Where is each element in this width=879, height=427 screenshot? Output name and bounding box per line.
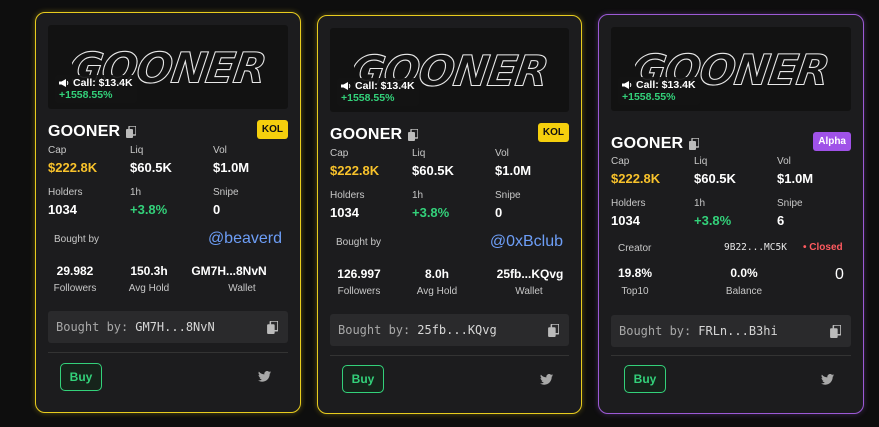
followers-value: 126.997 (337, 267, 381, 281)
buy-button[interactable]: Buy (60, 363, 102, 391)
megaphone-icon (341, 82, 351, 90)
token-name: GOONER (611, 135, 684, 152)
wallet-label: Wallet (228, 283, 256, 294)
wallet-label: Wallet (515, 286, 543, 297)
bought-by-address-bar: Bought by: GM7H...8NvN (48, 311, 288, 343)
call-label: Call: $13.4K (73, 77, 133, 89)
stat-vol: Vol $1.0M (777, 156, 814, 186)
top10-value: 19.8% (617, 266, 653, 280)
megaphone-icon (622, 81, 632, 89)
call-percent: +1558.55% (622, 91, 676, 103)
avg-hold-value: 150.3h (130, 264, 168, 278)
token-banner: Call: $13.4K +1558.55% (48, 25, 288, 109)
address-value: 25fb...KQvg (417, 323, 497, 337)
copy-icon[interactable] (689, 138, 700, 150)
alpha-badge: Alpha (813, 132, 851, 151)
avg-hold-label: Avg Hold (416, 286, 458, 297)
copy-icon[interactable] (830, 325, 841, 338)
stat-cap: Cap $222.8K (611, 156, 661, 186)
twitter-icon[interactable] (821, 374, 834, 385)
stat-snipe: Snipe 0 (495, 190, 521, 220)
balance-value: 0.0% (730, 266, 758, 280)
followers-value: 29.982 (56, 264, 94, 278)
wallet-value: GM7H...8NvN (191, 264, 267, 278)
divider (611, 355, 851, 356)
copy-icon[interactable] (126, 126, 137, 138)
address-value: FRLn...B3hi (698, 324, 778, 338)
address-prefix: Bought by: (338, 323, 411, 337)
address-prefix: Bought by: (619, 324, 692, 338)
avg-hold-label: Avg Hold (128, 283, 170, 294)
stat-1h: 1h +3.8% (412, 190, 450, 220)
bought-by-label: Bought by (336, 237, 382, 248)
stat-1h: 1h +3.8% (694, 198, 732, 228)
call-badge: Call: $13.4K +1558.55% (618, 77, 700, 105)
token-name: GOONER (330, 126, 403, 143)
avg-hold-value: 8.0h (424, 267, 450, 281)
bought-by-address-bar: Bought by: 25fb...KQvg (330, 314, 569, 346)
address-prefix: Bought by: (56, 320, 129, 334)
stat-1h: 1h +3.8% (130, 187, 168, 217)
creator-address[interactable]: 9B22...MC5K (724, 242, 787, 253)
balance-label: Balance (725, 286, 763, 297)
top10-label: Top10 (621, 286, 649, 297)
token-name: GOONER (48, 123, 121, 140)
twitter-icon[interactable] (258, 371, 271, 382)
call-badge: Call: $13.4K +1558.55% (337, 78, 419, 106)
copy-icon[interactable] (408, 129, 419, 141)
call-percent: +1558.55% (341, 92, 395, 104)
token-card-2[interactable]: Call: $13.4K +1558.55% GOONER KOL Cap $2… (317, 15, 582, 414)
copy-icon[interactable] (267, 321, 278, 334)
megaphone-icon (59, 79, 69, 87)
call-badge: Call: $13.4K +1558.55% (55, 75, 137, 103)
stat-liq: Liq $60.5K (412, 148, 454, 178)
address-value: GM7H...8NvN (135, 320, 215, 334)
call-label: Call: $13.4K (636, 79, 696, 91)
closed-status: • Closed (803, 242, 843, 253)
stat-holders: Holders 1034 (611, 198, 646, 228)
token-banner: Call: $13.4K +1558.55% (330, 28, 569, 112)
bought-by-address-bar: Bought by: FRLn...B3hi (611, 315, 851, 347)
balance-amount: 0 (835, 266, 844, 283)
creator-label: Creator (618, 243, 652, 254)
divider (330, 355, 569, 356)
followers-label: Followers (337, 286, 381, 297)
stat-cap: Cap $222.8K (48, 145, 98, 175)
kol-badge: KOL (256, 120, 288, 139)
stat-snipe: Snipe 0 (213, 187, 239, 217)
copy-icon[interactable] (548, 324, 559, 337)
buy-button[interactable]: Buy (342, 365, 384, 393)
call-label: Call: $13.4K (355, 80, 415, 92)
token-banner: Call: $13.4K +1558.55% (611, 27, 851, 111)
kol-badge: KOL (537, 123, 569, 142)
stat-vol: Vol $1.0M (495, 148, 532, 178)
stat-snipe: Snipe 6 (777, 198, 803, 228)
stat-cap: Cap $222.8K (330, 148, 380, 178)
call-percent: +1558.55% (59, 89, 113, 101)
divider (48, 352, 288, 353)
wallet-value: 25fb...KQvg (496, 267, 564, 281)
kol-handle-link[interactable]: @beaverd (207, 230, 282, 247)
token-card-1[interactable]: Call: $13.4K +1558.55% GOONER KOL Cap $2… (35, 12, 301, 413)
bought-by-label: Bought by (54, 234, 100, 245)
token-card-3[interactable]: Call: $13.4K +1558.55% GOONER Alpha Cap … (598, 14, 864, 414)
stat-liq: Liq $60.5K (130, 145, 172, 175)
stat-vol: Vol $1.0M (213, 145, 250, 175)
stat-holders: Holders 1034 (330, 190, 365, 220)
stat-holders: Holders 1034 (48, 187, 83, 217)
followers-label: Followers (53, 283, 97, 294)
kol-handle-link[interactable]: @0xBclub (489, 233, 563, 250)
stat-liq: Liq $60.5K (694, 156, 736, 186)
twitter-icon[interactable] (540, 374, 553, 385)
buy-button[interactable]: Buy (624, 365, 666, 393)
